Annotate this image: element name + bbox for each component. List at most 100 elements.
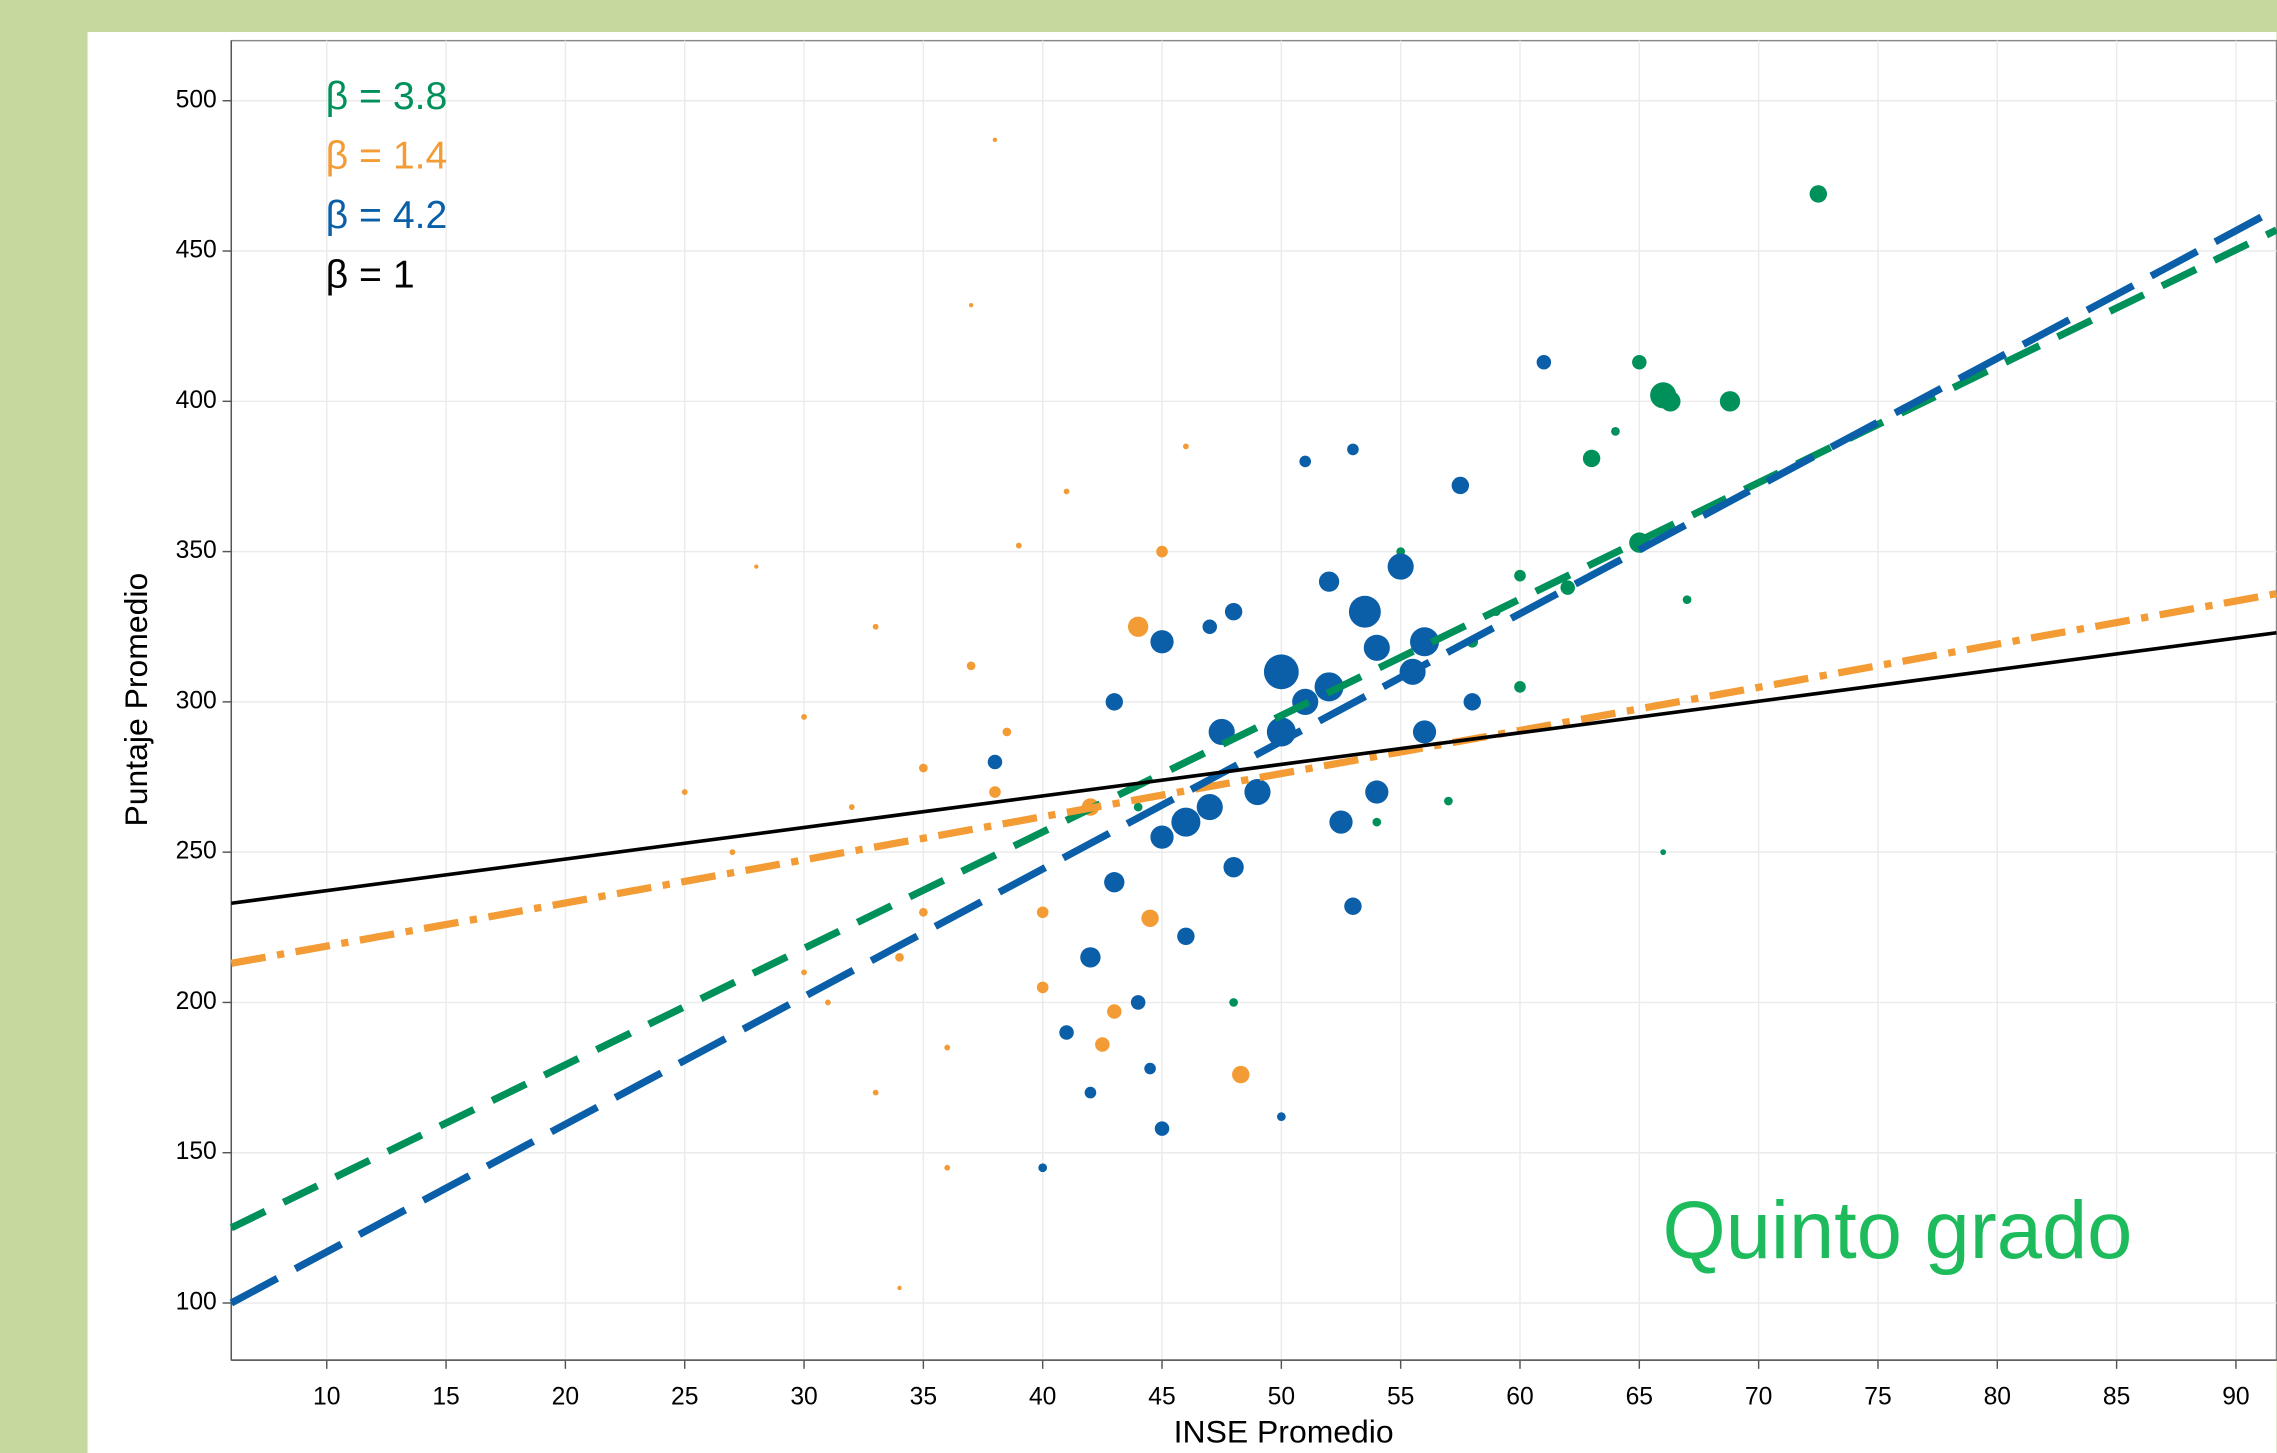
point <box>1387 553 1414 580</box>
point <box>1347 443 1359 456</box>
point <box>992 137 998 143</box>
point <box>1036 981 1049 994</box>
point <box>1809 185 1828 203</box>
point <box>872 623 879 630</box>
point <box>1660 849 1667 856</box>
y-tick-label: 500 <box>176 86 217 113</box>
point <box>1059 1025 1074 1040</box>
point <box>1344 897 1362 915</box>
point <box>1156 545 1168 558</box>
point <box>1171 807 1201 837</box>
y-tick-label: 250 <box>176 838 217 865</box>
point <box>729 849 736 856</box>
point <box>1150 630 1174 654</box>
point <box>987 754 1003 770</box>
y-tick-label: 400 <box>176 387 217 414</box>
y-tick-label: 150 <box>176 1138 217 1165</box>
point <box>1412 720 1437 744</box>
point <box>1015 542 1022 549</box>
x-tick-label: 60 <box>1506 1383 1533 1410</box>
regression-line <box>231 630 2277 906</box>
point <box>1080 947 1101 968</box>
point <box>1127 616 1149 637</box>
x-tick-label: 15 <box>432 1383 459 1410</box>
point <box>968 302 974 308</box>
point <box>1314 672 1344 702</box>
legend-entry: β = 4.2 <box>326 194 448 237</box>
x-tick-label: 30 <box>790 1383 817 1410</box>
point <box>989 786 1001 798</box>
point <box>1229 998 1238 1007</box>
point <box>1514 569 1526 582</box>
point <box>1130 995 1146 1010</box>
point <box>1202 619 1218 634</box>
x-tick-label: 65 <box>1626 1383 1653 1410</box>
x-tick-label: 75 <box>1864 1383 1891 1410</box>
x-tick-label: 20 <box>552 1383 579 1410</box>
point <box>919 763 928 773</box>
point <box>1036 906 1049 919</box>
point <box>1611 427 1620 436</box>
point <box>1363 634 1390 661</box>
point <box>872 1089 879 1096</box>
point <box>1329 810 1353 834</box>
point <box>1063 488 1070 495</box>
x-tick-label: 90 <box>2222 1383 2249 1410</box>
point <box>801 713 807 720</box>
point <box>1244 778 1271 806</box>
point <box>1002 727 1012 737</box>
point <box>848 804 855 810</box>
point <box>1536 354 1552 370</box>
point <box>897 1285 902 1291</box>
point <box>1084 1086 1097 1099</box>
point <box>1223 857 1244 878</box>
x-tick-label: 85 <box>2103 1383 2130 1410</box>
annotation: Quinto grado <box>1663 1185 2133 1276</box>
point <box>1154 1121 1170 1136</box>
x-tick-label: 40 <box>1029 1383 1056 1410</box>
x-axis-label: INSE Promedio <box>1174 1414 1394 1450</box>
point <box>1582 449 1601 468</box>
point <box>1104 872 1125 893</box>
point <box>1196 794 1223 821</box>
point <box>1444 796 1453 806</box>
point <box>1038 1163 1048 1173</box>
point <box>1141 909 1159 927</box>
x-tick-label: 80 <box>1984 1383 2011 1410</box>
point <box>1560 580 1575 595</box>
x-tick-label: 45 <box>1148 1383 1175 1410</box>
point <box>1224 602 1243 621</box>
point <box>895 952 904 962</box>
point <box>1144 1062 1156 1075</box>
x-tick-label: 70 <box>1745 1383 1772 1410</box>
point <box>681 789 688 795</box>
point <box>1299 455 1312 468</box>
point <box>1263 654 1299 690</box>
point <box>801 969 807 976</box>
point <box>1348 595 1381 628</box>
point <box>1451 476 1470 495</box>
y-tick-label: 450 <box>176 237 217 264</box>
legend-entry: β = 3.8 <box>326 75 448 118</box>
y-tick-label: 100 <box>176 1289 217 1316</box>
point <box>1410 627 1440 657</box>
point <box>1276 1112 1286 1122</box>
regression-line <box>229 226 2277 1232</box>
point <box>1182 443 1189 450</box>
y-axis-label: Puntaje Promedio <box>118 573 154 827</box>
point <box>1105 693 1123 711</box>
point <box>825 999 831 1006</box>
legend-entry: β = 1.4 <box>326 135 448 178</box>
point <box>1095 1037 1110 1052</box>
point <box>944 1044 951 1051</box>
point <box>1463 693 1481 711</box>
y-tick-label: 200 <box>176 988 217 1015</box>
point <box>1514 681 1526 693</box>
point <box>1682 595 1692 605</box>
point <box>966 661 976 671</box>
point <box>1133 802 1143 812</box>
point <box>1365 780 1389 804</box>
point <box>1107 1004 1122 1019</box>
